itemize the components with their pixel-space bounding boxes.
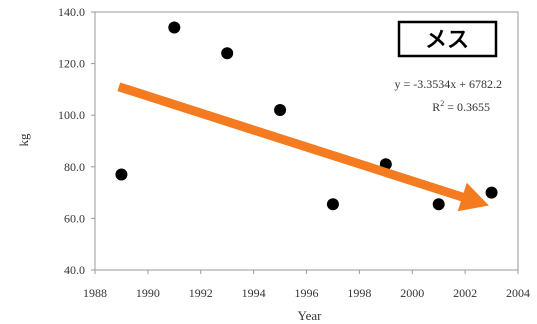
trend-arrow-shape — [117, 82, 489, 212]
r2-symbol: R — [432, 100, 440, 114]
r2-value: = 0.3655 — [444, 100, 490, 114]
y-axis: 40.0 60.0 80.0 100.0 120.0 140.0 — [58, 5, 95, 277]
data-point — [274, 104, 287, 117]
r-squared-label: R2 = 0.3655 — [432, 99, 490, 114]
x-tick-label: 2004 — [506, 286, 530, 300]
data-point — [115, 168, 128, 181]
x-tick-label: 1992 — [189, 286, 213, 300]
y-tick-label: 120.0 — [58, 57, 85, 71]
x-tick-label: 1988 — [83, 286, 107, 300]
x-tick-label: 1998 — [347, 286, 371, 300]
badge-label: メス — [425, 28, 469, 53]
x-tick-label: 2002 — [453, 286, 477, 300]
x-tick-label: 1996 — [295, 286, 319, 300]
data-point — [432, 198, 445, 211]
x-axis-label: Year — [298, 308, 323, 323]
data-points — [115, 21, 498, 211]
y-tick-label: 100.0 — [58, 108, 85, 122]
x-axis: 1988 1990 1992 1994 1996 1998 2000 2002 2004 — [83, 270, 530, 300]
data-point — [168, 21, 181, 34]
data-point — [221, 47, 234, 60]
data-point — [326, 198, 339, 211]
y-tick-label: 80.0 — [64, 160, 85, 174]
regression-equation: y = -3.3534x + 6782.2 — [394, 77, 502, 91]
badge-box — [397, 20, 498, 58]
y-tick-label: 40.0 — [64, 263, 85, 277]
x-tick-label: 2000 — [400, 286, 424, 300]
y-axis-label: kg — [16, 133, 31, 147]
data-point — [485, 186, 498, 199]
y-tick-label: 60.0 — [64, 211, 85, 225]
badge: メス — [397, 20, 498, 58]
x-tick-label: 1990 — [136, 286, 160, 300]
y-tick-label: 140.0 — [58, 5, 85, 19]
trend-arrow — [117, 82, 489, 212]
x-tick-label: 1994 — [242, 286, 266, 300]
r2-exponent: 2 — [440, 99, 444, 108]
